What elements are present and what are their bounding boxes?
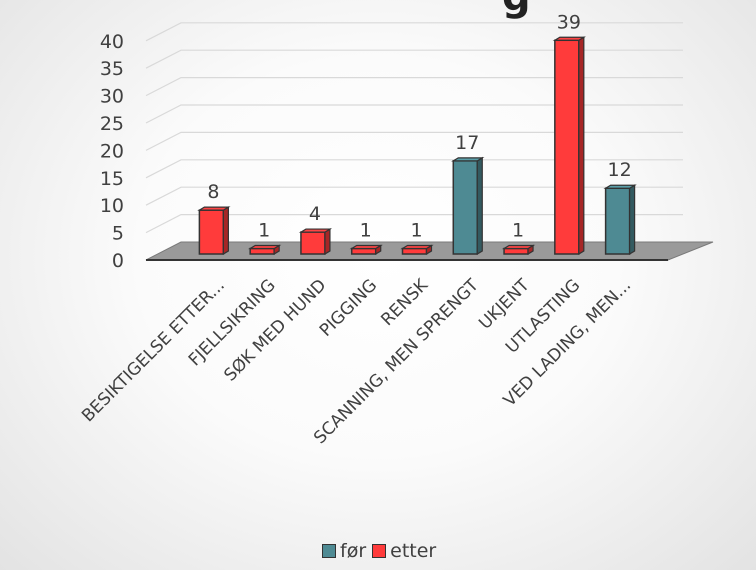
bar-front-face bbox=[300, 231, 326, 255]
gridline-5 bbox=[145, 104, 683, 124]
y-tick-label-8: 40 bbox=[100, 31, 124, 53]
bar-front-face bbox=[554, 39, 580, 255]
bar-før-5 bbox=[451, 156, 485, 256]
bar-side-face bbox=[578, 36, 585, 256]
legend-item-etter: etter bbox=[372, 540, 436, 562]
y-tick-label-7: 35 bbox=[100, 58, 124, 80]
y-tick-label-2: 10 bbox=[100, 195, 124, 217]
gridline-3 bbox=[145, 159, 683, 179]
bar-side-face bbox=[476, 156, 483, 256]
legend-label-for: før bbox=[340, 540, 367, 562]
gridline-2 bbox=[145, 186, 683, 206]
gridline-6 bbox=[145, 76, 683, 97]
bar-front-face bbox=[350, 247, 377, 255]
gridline-4 bbox=[145, 131, 683, 151]
legend-swatch-etter bbox=[372, 544, 387, 558]
bar-top-face bbox=[400, 244, 434, 250]
data-label-etter-0: 8 bbox=[207, 181, 219, 203]
data-label-etter-3: 1 bbox=[360, 220, 372, 242]
gridline-7 bbox=[145, 49, 683, 69]
data-label-etter-6: 1 bbox=[512, 220, 524, 242]
legend: før etter bbox=[322, 540, 436, 562]
gridline-1 bbox=[145, 214, 683, 234]
bar-front-face bbox=[604, 187, 631, 255]
gridlines bbox=[145, 22, 683, 234]
data-label-etter-2: 4 bbox=[309, 203, 321, 225]
bar-etter-1 bbox=[248, 244, 282, 256]
bar-front-face bbox=[503, 247, 529, 255]
bar-front-face bbox=[452, 160, 479, 255]
bar-top-face bbox=[349, 244, 383, 250]
y-tick-label-3: 15 bbox=[100, 168, 124, 190]
bar-side-face bbox=[629, 184, 636, 256]
y-tick-label-0: 0 bbox=[112, 250, 124, 272]
bar-top-face bbox=[248, 244, 282, 250]
bar-etter-0 bbox=[197, 206, 231, 256]
data-label-før-8: 12 bbox=[608, 159, 632, 181]
bar-top-face bbox=[451, 157, 485, 162]
y-axis-ticks: 0 5 10 15 20 25 30 35 40 bbox=[100, 31, 124, 272]
bar-top-face bbox=[298, 228, 333, 233]
legend-swatch-for bbox=[322, 544, 336, 558]
bar-top-face bbox=[552, 36, 586, 41]
bar-etter-6 bbox=[501, 244, 536, 256]
category-label-1: FJELLSIKRING bbox=[185, 275, 280, 370]
bar-top-face bbox=[197, 206, 231, 211]
bar-etter-7 bbox=[552, 36, 586, 256]
y-tick-label-1: 5 bbox=[112, 223, 124, 245]
data-label-før-5: 17 bbox=[455, 132, 479, 154]
y-tick-label-5: 25 bbox=[100, 113, 124, 135]
bar-front-face bbox=[249, 247, 275, 255]
bar-top-face bbox=[501, 244, 536, 250]
bar-side-face bbox=[222, 206, 229, 256]
legend-label-etter: etter bbox=[390, 540, 437, 562]
bar-side-face bbox=[324, 228, 331, 256]
bar-etter-3 bbox=[349, 244, 383, 256]
data-label-etter-7: 39 bbox=[557, 11, 581, 33]
y-tick-label-4: 20 bbox=[100, 140, 124, 162]
bar-front-face bbox=[401, 247, 428, 255]
bar-etter-2 bbox=[298, 228, 333, 256]
legend-item-for: før bbox=[322, 540, 366, 562]
gridline-8 bbox=[145, 22, 683, 42]
y-tick-label-6: 30 bbox=[100, 86, 124, 108]
data-label-etter-4: 1 bbox=[410, 220, 422, 242]
bar-top-face bbox=[603, 184, 637, 189]
data-label-etter-1: 1 bbox=[258, 220, 270, 242]
bar-front-face bbox=[198, 209, 225, 255]
data-labels: 8 1 4 1 1 17 1 39 12 bbox=[207, 11, 631, 241]
bar-før-8 bbox=[603, 184, 637, 256]
bar-etter-4 bbox=[400, 244, 434, 256]
chart-title-fragment: g bbox=[502, 0, 531, 20]
bars bbox=[197, 36, 637, 256]
